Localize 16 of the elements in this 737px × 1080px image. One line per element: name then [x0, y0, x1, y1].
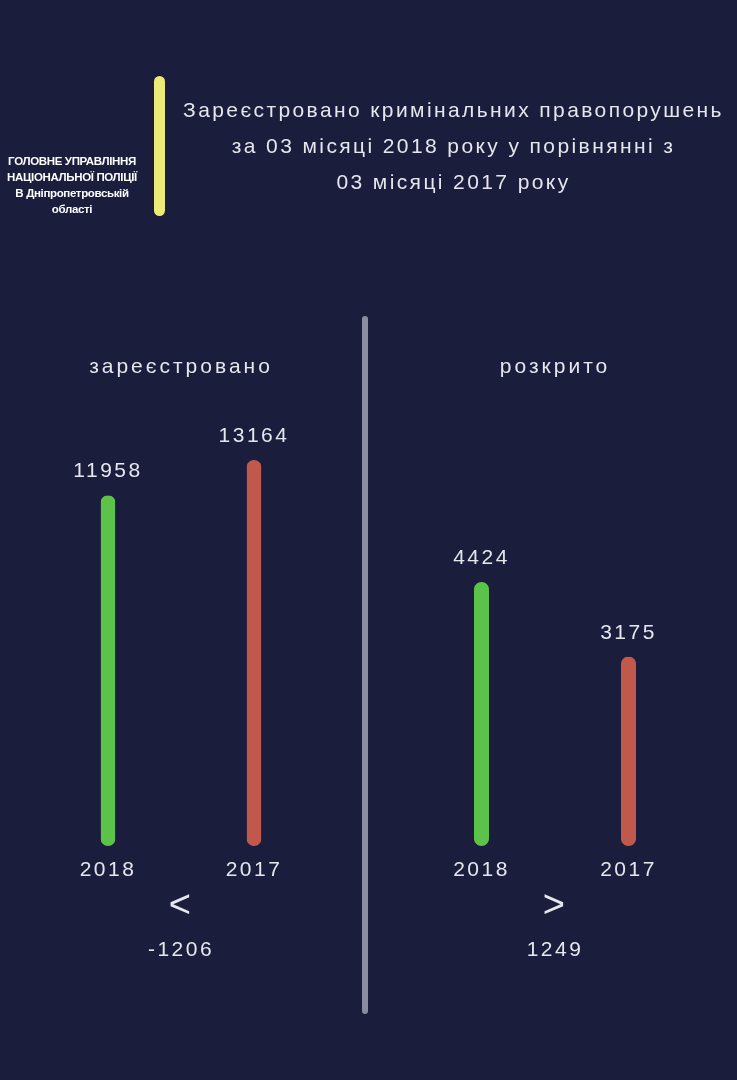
x-tick-label: 2017	[600, 856, 657, 880]
text: -1206	[146, 937, 216, 961]
data-label: 4424	[453, 545, 510, 568]
text: ГОЛОВНЕ УПРАВЛІННЯ НАЦІОНАЛЬНОЇ ПОЛІЦІЇ В Дніпропетровській області	[6, 154, 139, 217]
text: <	[167, 883, 195, 925]
x-tick-label: 2018	[79, 856, 137, 880]
x-tick-label: 2017	[225, 856, 283, 880]
data-label: 11958	[73, 458, 143, 482]
data-label: 13164	[218, 423, 290, 446]
text: 1249	[525, 937, 585, 961]
chart-title: зареєстровано	[88, 354, 274, 378]
text: Зареєстровано кримінальних правопорушень за 03 місяці 2018 року у порівнянні з 03 місяці 2017 року	[182, 97, 725, 195]
text: >	[541, 883, 569, 925]
chart-title: розкрито	[498, 354, 612, 378]
x-tick-label: 2018	[453, 856, 510, 880]
data-label: 3175	[600, 619, 657, 643]
